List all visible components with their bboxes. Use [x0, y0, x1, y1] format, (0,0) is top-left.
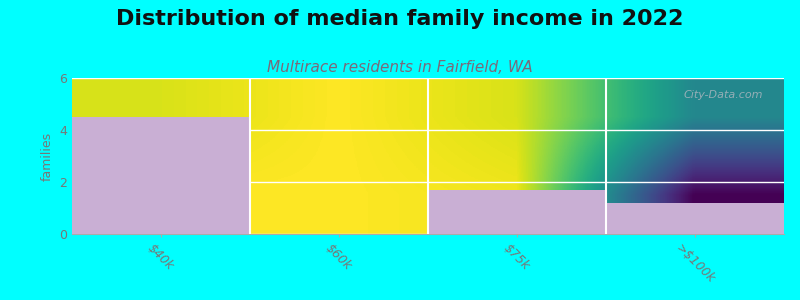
Bar — [72, 117, 250, 234]
Bar — [606, 203, 784, 234]
Bar — [428, 190, 606, 234]
Text: City-Data.com: City-Data.com — [683, 91, 762, 100]
Text: Multirace residents in Fairfield, WA: Multirace residents in Fairfield, WA — [267, 60, 533, 75]
Text: Distribution of median family income in 2022: Distribution of median family income in … — [116, 9, 684, 29]
Y-axis label: families: families — [41, 131, 54, 181]
